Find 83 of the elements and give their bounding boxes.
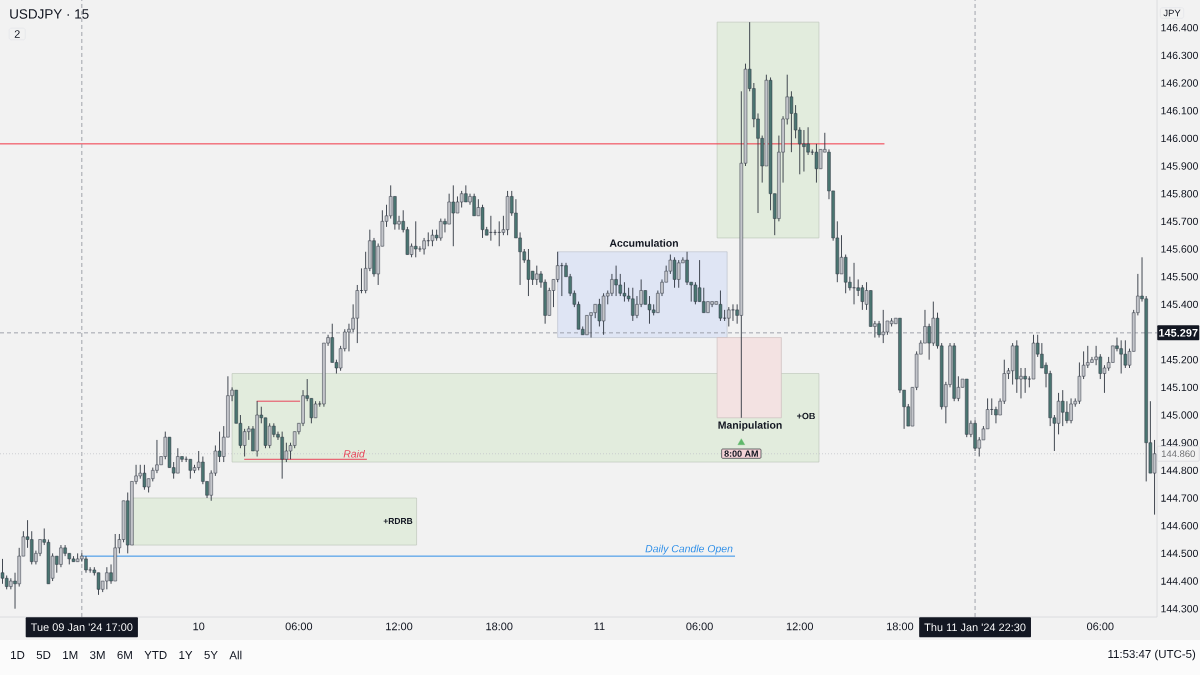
- candlestick: [535, 265, 539, 286]
- x-tick-label: 12:00: [786, 622, 814, 631]
- ref-line-label: 145.297: [1159, 328, 1198, 337]
- y-tick-label: 145.700: [1161, 217, 1198, 226]
- series-label: 8:00 AM: [724, 450, 758, 457]
- candlestick: [685, 251, 689, 286]
- ref-line-label: Tue 09 Jan '24 17:00: [30, 623, 133, 632]
- series-label: Daily Candle Open: [645, 544, 733, 555]
- text: 3M: [90, 650, 105, 660]
- text: 11:53:47 (UTC-5): [1108, 649, 1196, 661]
- y-tick-label: 145.500: [1161, 272, 1198, 281]
- candlestick: [480, 204, 485, 239]
- annotation: +OB: [797, 412, 815, 420]
- y-axis-title: JPY: [1163, 9, 1181, 17]
- ref-line-label: Thu 11 Jan '24 22:30: [924, 623, 1026, 632]
- y-tick-label: 145.200: [1161, 355, 1198, 364]
- annotation: 2: [14, 30, 20, 38]
- text: YTD: [144, 651, 167, 659]
- candlestick: [802, 129, 806, 172]
- candlestick: [280, 431, 284, 480]
- y-tick-label: 146.400: [1161, 23, 1198, 32]
- y-tick-label: 145.600: [1161, 245, 1198, 253]
- x-tick-label: 18:00: [486, 622, 513, 631]
- candlestick: [422, 237, 426, 255]
- candlestick: [560, 262, 564, 297]
- x-tick-label: 06:00: [1087, 622, 1114, 631]
- x-tick-label: 18:00: [887, 622, 914, 631]
- y-tick-label: 144.800: [1161, 466, 1198, 475]
- annotation: +RDRB: [383, 518, 413, 524]
- candlestick: [493, 229, 497, 236]
- y-tick-label: 145.400: [1161, 300, 1198, 309]
- y-tick-label: 145.000: [1161, 411, 1198, 419]
- candlestick: [718, 290, 723, 322]
- text: 5Y: [204, 651, 218, 659]
- candlestick: [0, 558, 5, 585]
- text: 1Y: [179, 651, 193, 659]
- text: USDJPY · 15: [10, 9, 89, 19]
- x-tick-label: 11: [594, 622, 605, 631]
- y-tick-label: 145.900: [1161, 162, 1198, 170]
- ref-line-label: 144.860: [1161, 450, 1195, 458]
- y-tick-label: 146.000: [1161, 134, 1198, 143]
- text: 1M: [63, 651, 78, 659]
- candlestick: [176, 447, 180, 474]
- y-tick-label: 145.100: [1161, 383, 1198, 392]
- text: 5D: [36, 651, 51, 659]
- y-tick-label: 144.600: [1161, 522, 1198, 530]
- candlestick: [1065, 400, 1069, 424]
- candlestick: [105, 566, 109, 590]
- candlestick: [59, 544, 63, 568]
- y-tick-label: 145.800: [1161, 189, 1198, 198]
- y-tick-label: 144.400: [1161, 577, 1198, 585]
- text: 6M: [117, 650, 132, 660]
- candlestick: [489, 215, 493, 242]
- series-label: Raid: [343, 449, 366, 458]
- candlestick: [472, 193, 476, 217]
- y-tick-label: 144.500: [1161, 549, 1198, 558]
- y-tick-label: 144.300: [1161, 605, 1198, 613]
- candlestick: [614, 265, 618, 297]
- candlestick: [731, 303, 735, 322]
- x-tick-label: 10: [193, 622, 205, 631]
- candlestick: [1119, 339, 1123, 374]
- y-tick-label: 146.100: [1161, 106, 1198, 115]
- candlestick: [672, 256, 677, 289]
- candlestick: [631, 287, 635, 322]
- candlestick: [526, 248, 531, 297]
- annotation: Manipulation: [718, 421, 782, 431]
- x-tick-label: 12:00: [386, 622, 413, 631]
- candlestick: [789, 90, 794, 153]
- candlestick: [814, 143, 819, 184]
- candlestick: [1069, 397, 1073, 424]
- text: All: [229, 650, 242, 660]
- y-tick-label: 146.300: [1161, 51, 1198, 60]
- candlestick: [142, 464, 147, 491]
- y-tick-label: 144.700: [1161, 494, 1198, 502]
- annotation: Accumulation: [609, 239, 678, 247]
- text: 1D: [11, 651, 25, 659]
- y-tick-label: 146.200: [1161, 79, 1198, 87]
- candlestick: [818, 148, 823, 170]
- candlestick: [1023, 367, 1027, 394]
- candlestick: [597, 298, 602, 327]
- x-tick-label: 06:00: [285, 622, 313, 631]
- x-tick-label: 06:00: [686, 622, 713, 631]
- y-tick-label: 144.900: [1161, 438, 1198, 447]
